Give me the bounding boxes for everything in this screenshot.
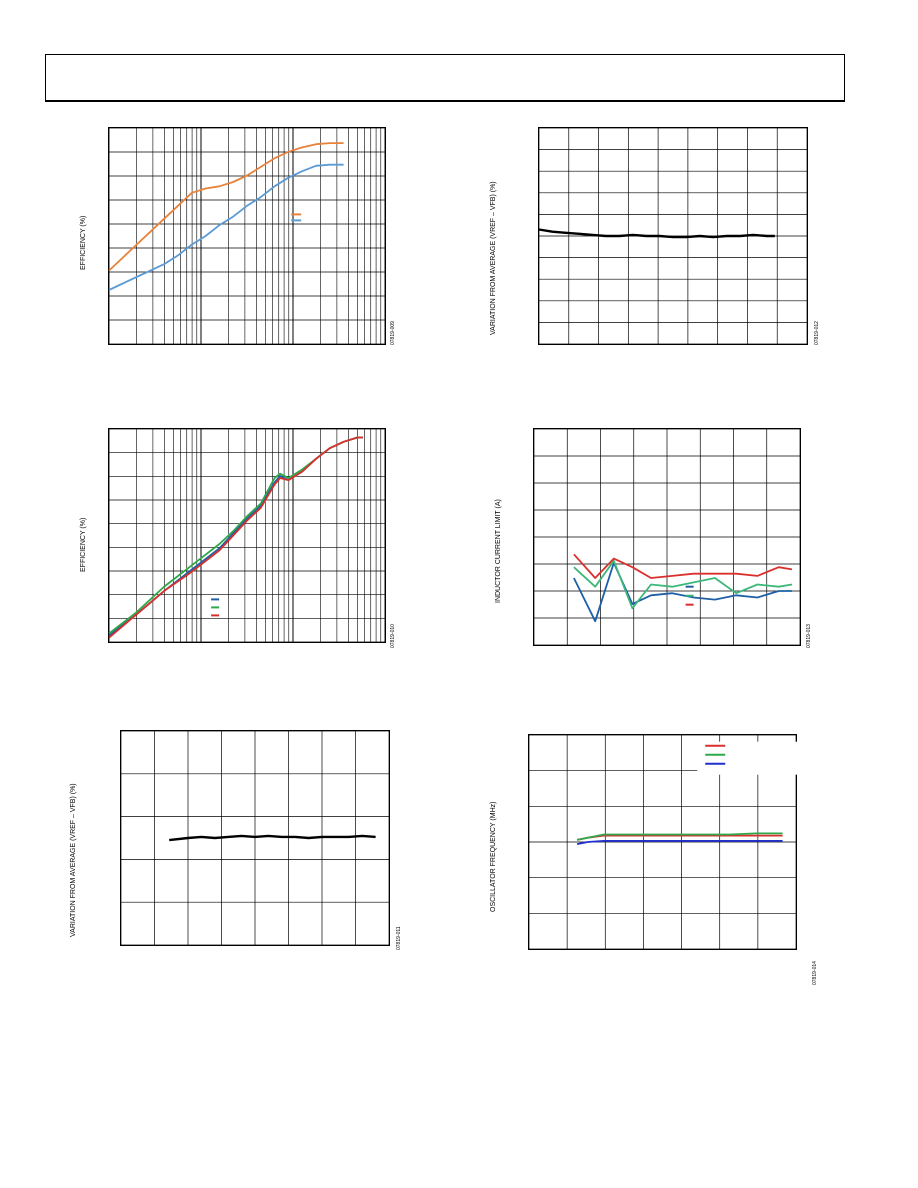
- plot-frame: [538, 127, 808, 345]
- legend: [685, 585, 694, 606]
- ylabel-efficiency-1: EFFICIENCY (%): [80, 215, 87, 270]
- grid: [533, 428, 801, 646]
- plot-frame: [108, 428, 386, 643]
- series-line-1: [108, 142, 344, 272]
- series-line-1: [538, 228, 775, 239]
- figure-id-1: 07819-009: [390, 321, 396, 345]
- series-line-1: [573, 561, 792, 623]
- chart-inductor-current: [533, 428, 801, 646]
- legend: [697, 741, 797, 775]
- chart-variation-1: [538, 127, 808, 345]
- figure-id-3: 07819-010: [390, 624, 396, 648]
- ylabel-efficiency-2: EFFICIENCY (%): [80, 517, 87, 572]
- chart-efficiency-2: [108, 428, 386, 643]
- plot-frame: [108, 127, 386, 345]
- series-line-2: [576, 832, 783, 841]
- legend: [291, 213, 302, 222]
- ylabel-variation-1: VARIATION FROM AVERAGE (VREF – VFB) (%): [490, 181, 497, 335]
- series-line-1: [169, 834, 376, 842]
- chart-variation-2: [120, 730, 390, 946]
- legend-box: [697, 741, 797, 775]
- series-line-2: [108, 163, 344, 291]
- series-line-3: [576, 840, 783, 845]
- series-line-3: [108, 436, 363, 639]
- plot-frame: [528, 734, 797, 950]
- series-line-2: [108, 436, 363, 635]
- chart-oscillator-frequency: [528, 734, 797, 950]
- ylabel-inductor-current: INDUCTOR CURRENT LIMIT (A): [495, 499, 502, 603]
- figure-id-5: 07819-011: [396, 926, 402, 950]
- legend: [211, 598, 220, 617]
- chart-efficiency-1: [108, 127, 386, 345]
- ylabel-oscillator-frequency: OSCILLATOR FREQUENCY (MHz): [490, 801, 497, 912]
- series-line-3: [573, 553, 793, 579]
- plot-frame: [533, 428, 801, 646]
- grid: [108, 428, 386, 643]
- grid: [108, 127, 386, 345]
- series-line-1: [576, 834, 783, 841]
- page-header-frame: [45, 54, 845, 102]
- series-line-2: [573, 559, 793, 610]
- ylabel-variation-2: VARIATION FROM AVERAGE (VREF – VFB) (%): [70, 783, 77, 937]
- figure-id-2: 07819-012: [814, 321, 820, 345]
- plot-frame: [120, 730, 390, 946]
- figure-id-4: 07819-013: [806, 624, 812, 648]
- figure-id-6: 07819-014: [812, 961, 818, 985]
